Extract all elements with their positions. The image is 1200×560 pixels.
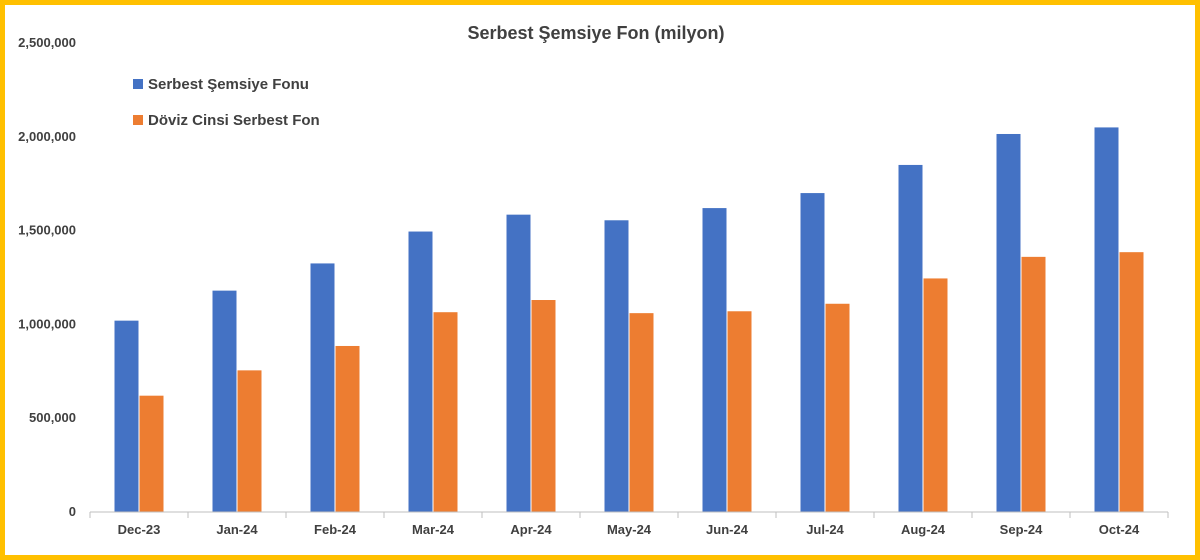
x-tick-label: Jul-24: [806, 522, 844, 537]
y-tick-label: 0: [69, 504, 76, 519]
bar-serbest-semsiye-fonu: [408, 231, 433, 512]
legend-swatch: [133, 79, 143, 89]
bar-doviz-cinsi-serbest-fon: [139, 395, 164, 512]
x-tick-label: Jan-24: [216, 522, 258, 537]
x-tick-label: Sep-24: [1000, 522, 1043, 537]
x-tick-label: Apr-24: [510, 522, 552, 537]
bar-serbest-semsiye-fonu: [604, 220, 629, 513]
y-tick-label: 1,500,000: [18, 223, 76, 238]
bar-serbest-semsiye-fonu: [800, 193, 825, 512]
bars: [114, 127, 1144, 513]
bar-serbest-semsiye-fonu: [702, 208, 727, 512]
x-tick-label: Aug-24: [901, 522, 946, 537]
bar-serbest-semsiye-fonu: [898, 164, 923, 512]
bar-doviz-cinsi-serbest-fon: [531, 300, 556, 512]
chart-title: Serbest Şemsiye Fon (milyon): [467, 23, 724, 43]
bar-doviz-cinsi-serbest-fon: [825, 303, 850, 512]
bar-doviz-cinsi-serbest-fon: [727, 311, 752, 512]
bar-serbest-semsiye-fonu: [114, 320, 139, 512]
y-tick-label: 2,000,000: [18, 129, 76, 144]
x-tick-label: Mar-24: [412, 522, 455, 537]
bar-doviz-cinsi-serbest-fon: [629, 313, 654, 512]
legend-swatch: [133, 115, 143, 125]
y-tick-label: 500,000: [29, 410, 76, 425]
y-tick-label: 1,000,000: [18, 316, 76, 331]
bar-serbest-semsiye-fonu: [1094, 127, 1119, 513]
x-axis: Dec-23 Jan-24 Feb-24 Mar-24 Apr-24 May-24 Jun-…: [89, 512, 1169, 537]
y-tick-label: 2,500,000: [18, 35, 76, 50]
bar-doviz-cinsi-serbest-fon: [237, 370, 262, 512]
bar-serbest-semsiye-fonu: [212, 290, 237, 512]
legend-label: Serbest Şemsiye Fonu: [148, 76, 309, 93]
y-axis: 0 500,000 1,000,000 1,500,000 2,000,000 2,500…: [18, 35, 76, 519]
bar-doviz-cinsi-serbest-fon: [335, 345, 360, 512]
bar-serbest-semsiye-fonu: [996, 133, 1021, 512]
bar-serbest-semsiye-fonu: [506, 214, 531, 513]
bar-doviz-cinsi-serbest-fon: [433, 312, 458, 512]
x-tick-label: Jun-24: [706, 522, 749, 537]
x-tick-label: Oct-24: [1099, 522, 1140, 537]
legend-label: Döviz Cinsi Serbest Fon: [148, 112, 320, 129]
x-tick-label: Feb-24: [314, 522, 357, 537]
bar-doviz-cinsi-serbest-fon: [1021, 256, 1046, 512]
legend: Serbest Şemsiye Fonu Döviz Cinsi Serbest …: [133, 76, 320, 129]
x-tick-label: May-24: [607, 522, 652, 537]
bar-serbest-semsiye-fonu: [310, 263, 335, 512]
x-tick-label: Dec-23: [118, 522, 161, 537]
bar-doviz-cinsi-serbest-fon: [923, 278, 948, 512]
bar-doviz-cinsi-serbest-fon: [1119, 252, 1144, 512]
